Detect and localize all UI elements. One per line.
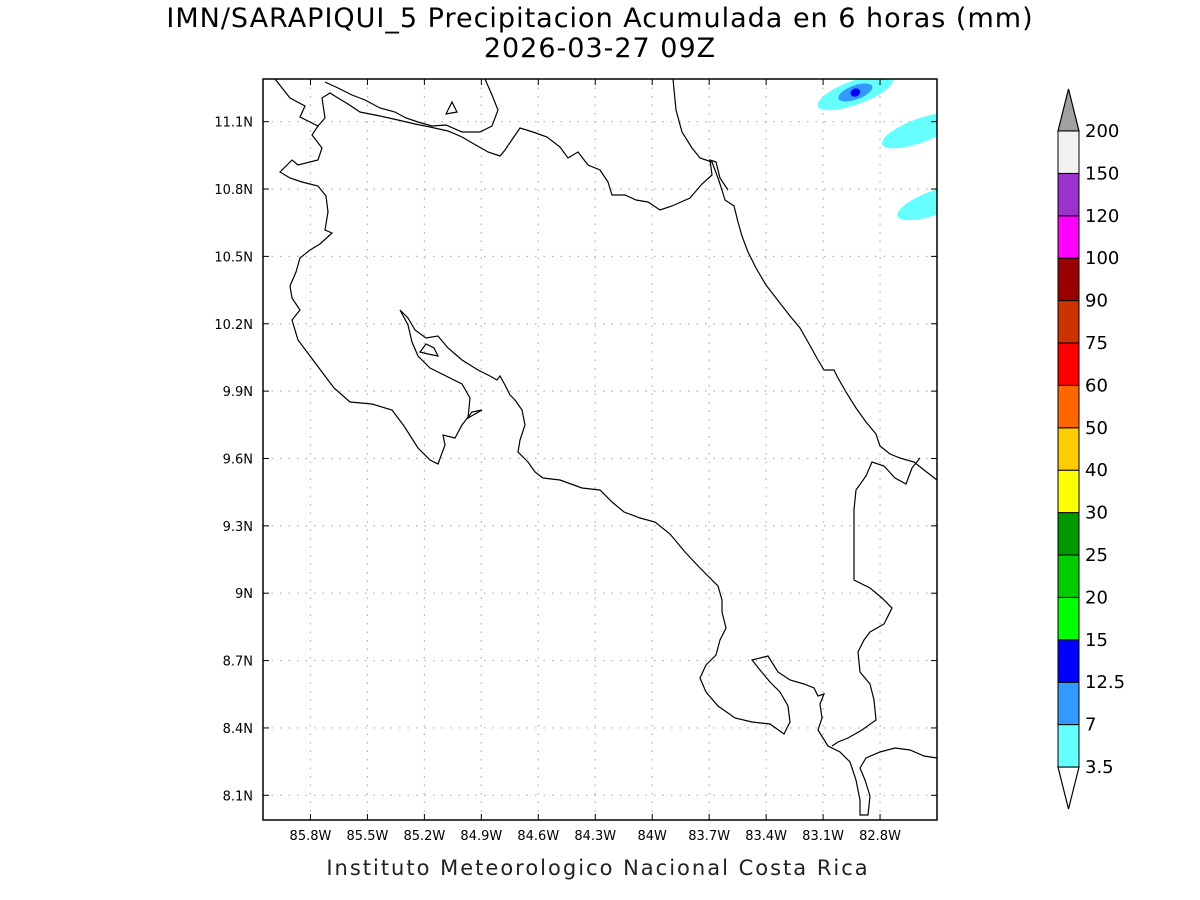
colorbar-level-label: 7 [1085, 715, 1096, 736]
latitude-tick-label: 8.7N [223, 655, 253, 670]
precip-area-3-5 [897, 184, 937, 221]
precip-area-12-5 [850, 88, 861, 97]
latitude-tick-label: 11.1N [214, 116, 253, 131]
latitude-tick-label: 8.1N [223, 789, 253, 804]
colorbar: 3.5 7 12.5 15 20 25 30 40 50 60 75 90 100 120 150 200 [1057, 88, 1125, 810]
colorbar-level-label: 100 [1085, 248, 1119, 269]
northern-border [324, 79, 499, 133]
map-frame [262, 78, 938, 821]
longitude-tick-label: 85.8W [290, 829, 332, 844]
longitude-tick-label: 83.4W [745, 829, 787, 844]
grid-lines [263, 79, 937, 820]
longitude-tick-label: 84.3W [574, 829, 616, 844]
latitude-tick-label: 10.2N [214, 318, 253, 333]
colorbar-level-label: 15 [1085, 630, 1108, 651]
longitude-tick-label: 84W [638, 829, 668, 844]
colorbar-swatch [1057, 300, 1080, 344]
longitude-tick-label: 84.6W [517, 829, 559, 844]
longitude-tick-label: 84.9W [460, 829, 502, 844]
pacific-coast-north [274, 79, 729, 211]
colorbar-level-label: 3.5 [1085, 757, 1114, 778]
latitude-tick-label: 9.3N [223, 520, 253, 535]
latitude-tick-label: 9N [235, 587, 253, 602]
map-title: IMN/SARAPIQUI_5 Precipitacion Acumulada … [166, 3, 1034, 34]
colorbar-level-label: 20 [1085, 587, 1108, 608]
institution-credit: Instituto Meteorologico Nacional Costa R… [326, 856, 870, 880]
colorbar-swatch [1057, 554, 1080, 598]
colorbar-swatch [1057, 257, 1080, 302]
colorbar-swatch [1057, 384, 1080, 429]
precip-area-3-5 [882, 112, 937, 149]
colorbar-swatch [1057, 427, 1080, 471]
longitude-tick-label: 83.7W [688, 829, 730, 844]
colorbar-swatch [1057, 639, 1080, 683]
colorbar-level-label: 75 [1085, 333, 1108, 354]
latitude-tick-label: 10.8N [214, 183, 253, 198]
latitude-tick-label: 8.4N [223, 722, 253, 737]
colorbar-level-label: 60 [1085, 375, 1108, 396]
colorbar-swatch [1057, 130, 1080, 174]
longitude-tick-label: 85.2W [403, 829, 445, 844]
colorbar-under-triangle [1057, 766, 1080, 810]
colorbar-swatch [1057, 469, 1080, 514]
latitude-ticks: 11.1N 10.8N 10.5N 10.2N 9.9N 9.6N 9.3N 9N 8.7N 8.… [214, 116, 937, 804]
colorbar-over-triangle [1057, 88, 1080, 132]
caribbean-coast [672, 79, 937, 481]
colorbar-level-label: 150 [1085, 163, 1119, 184]
coastline [274, 79, 937, 816]
longitude-tick-label: 85.5W [347, 829, 389, 844]
latitude-tick-label: 9.6N [223, 452, 253, 467]
precipitation-areas [817, 79, 937, 221]
gulf-island [418, 343, 440, 357]
colorbar-level-label: 50 [1085, 418, 1108, 439]
latitude-tick-label: 9.9N [223, 385, 253, 400]
longitude-tick-label: 83.1W [802, 829, 844, 844]
colorbar-level-label: 120 [1085, 206, 1119, 227]
panama-border [831, 457, 921, 747]
pacific-coast-west [279, 125, 937, 816]
colorbar-level-label: 90 [1085, 291, 1108, 312]
colorbar-level-label: 40 [1085, 460, 1108, 481]
colorbar-swatch [1057, 172, 1080, 217]
colorbar-level-label: 30 [1085, 503, 1108, 524]
latitude-tick-label: 10.5N [214, 250, 253, 265]
colorbar-level-label: 200 [1085, 121, 1119, 142]
colorbar-level-label: 25 [1085, 545, 1108, 566]
colorbar-level-label: 12.5 [1085, 672, 1125, 693]
longitude-tick-label: 82.8W [859, 829, 901, 844]
colorbar-swatch [1057, 215, 1080, 259]
longitude-ticks: 85.8W 85.5W 85.2W 84.9W 84.6W 84.3W 84W 83.7W 83… [290, 79, 901, 844]
island [444, 100, 458, 115]
colorbar-swatch [1057, 681, 1080, 726]
colorbar-swatch [1057, 724, 1080, 768]
colorbar-swatch [1057, 596, 1080, 641]
colorbar-swatch [1057, 512, 1080, 556]
map-valid-time: 2026-03-27 09Z [483, 33, 717, 64]
colorbar-swatch [1057, 342, 1080, 386]
